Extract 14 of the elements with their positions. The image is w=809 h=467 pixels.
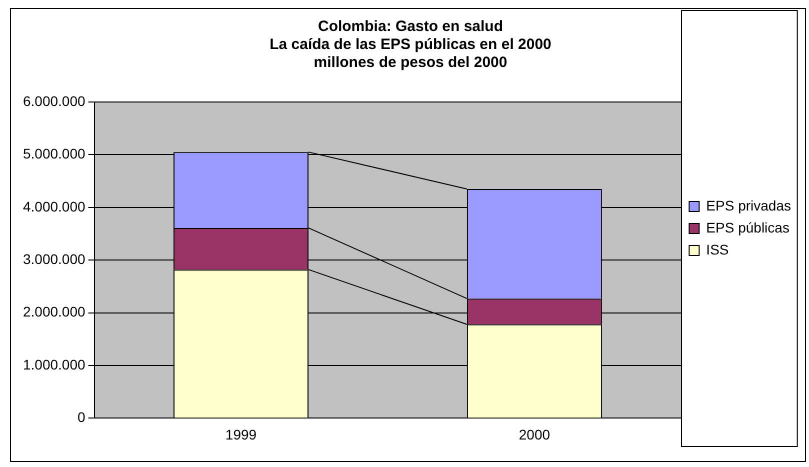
legend-label: ISS xyxy=(706,241,729,258)
y-tick-label: 1.000.000 xyxy=(22,356,86,372)
chart-subtitle: La caída de las EPS públicas en el 2000 millones de pesos del 2000 xyxy=(270,36,552,72)
y-tick-label: 3.000.000 xyxy=(22,250,86,267)
x-tick-label: 2000 xyxy=(518,426,550,442)
legend-label: EPS públicas xyxy=(706,219,790,236)
chart-title: Colombia: Gasto en salud xyxy=(318,18,504,36)
y-tick-label: 6.000.000 xyxy=(22,92,86,109)
legend-label: EPS privadas xyxy=(706,197,792,214)
y-tick-label: 0 xyxy=(77,409,86,426)
x-tick-label: 1999 xyxy=(225,426,257,442)
y-tick-label: 4.000.000 xyxy=(22,198,86,214)
y-tick-label: 5.000.000 xyxy=(22,146,86,162)
y-tick-label: 2.000.000 xyxy=(22,304,86,320)
